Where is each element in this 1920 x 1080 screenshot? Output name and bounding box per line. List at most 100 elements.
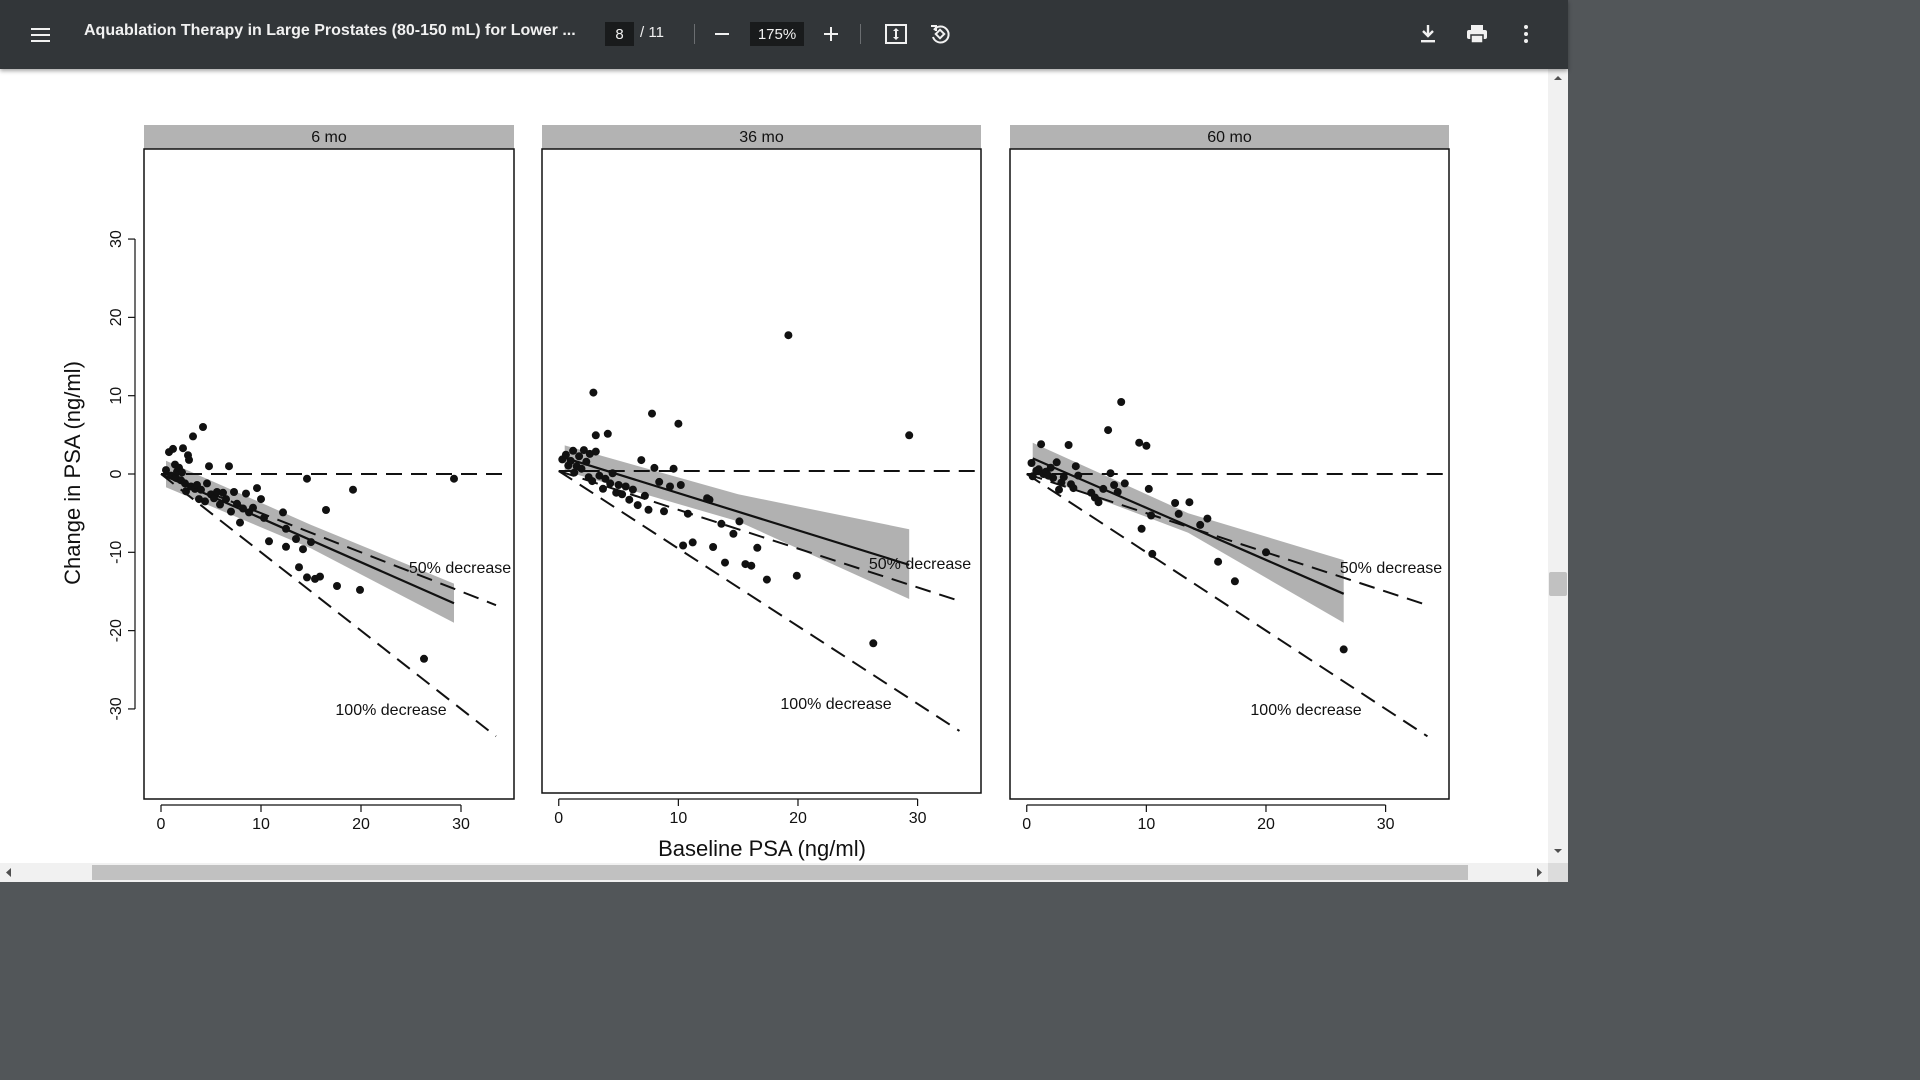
data-point	[303, 474, 311, 483]
data-point	[1120, 479, 1129, 488]
hundred-percent-line	[558, 470, 961, 732]
scroll-down-arrow[interactable]	[1548, 843, 1568, 859]
data-point	[1074, 471, 1083, 480]
panel-plot-area	[160, 423, 510, 738]
x-tick-label: 10	[669, 810, 687, 827]
data-point	[588, 477, 597, 486]
data-point	[721, 558, 729, 567]
data-point	[1174, 509, 1183, 518]
zoom-in-button[interactable]	[815, 18, 847, 50]
y-tick-label: 0	[108, 469, 125, 478]
data-point	[606, 479, 615, 488]
data-point	[1094, 498, 1103, 507]
data-point	[1230, 577, 1239, 586]
scroll-up-arrow[interactable]	[1548, 70, 1568, 86]
zoom-level-input[interactable]: 175%	[750, 22, 804, 46]
data-point	[257, 495, 265, 504]
data-point	[1148, 549, 1157, 558]
vertical-scrollbar-thumb[interactable]	[1549, 572, 1567, 596]
data-point	[1071, 462, 1080, 471]
annotation-label: 50% decrease	[1340, 560, 1442, 577]
data-point	[322, 506, 330, 514]
more-options-button[interactable]	[1510, 18, 1542, 50]
data-point	[1135, 438, 1144, 447]
data-point	[210, 494, 218, 503]
data-point	[717, 519, 726, 528]
annotation-label: 100% decrease	[780, 696, 891, 713]
data-point	[222, 495, 230, 504]
data-point	[307, 538, 315, 547]
data-point	[1185, 498, 1194, 507]
data-point	[569, 446, 578, 455]
print-button[interactable]	[1461, 18, 1493, 50]
data-point	[585, 449, 594, 458]
data-point	[216, 500, 224, 509]
data-point	[660, 507, 668, 516]
x-tick-label: 20	[1257, 816, 1275, 833]
fifty-percent-line	[1026, 473, 1428, 607]
data-point	[1104, 426, 1113, 435]
data-point	[595, 471, 604, 480]
y-tick-label: -30	[108, 697, 125, 720]
data-point	[1147, 511, 1156, 520]
scroll-right-arrow[interactable]	[1530, 863, 1548, 882]
data-point	[169, 444, 177, 453]
data-point	[185, 455, 193, 464]
scrollbar-corner	[1548, 863, 1568, 882]
data-point	[219, 488, 227, 497]
data-point	[589, 388, 598, 397]
panel-strip	[542, 125, 981, 149]
data-point	[1069, 484, 1078, 493]
data-point	[591, 431, 600, 440]
scroll-left-arrow[interactable]	[0, 863, 18, 882]
data-point	[179, 444, 187, 453]
x-tick-label: 20	[352, 816, 370, 833]
data-point	[349, 485, 357, 494]
zoom-out-button[interactable]	[706, 18, 738, 50]
hundred-percent-line	[160, 473, 497, 738]
horizontal-scrollbar-thumb[interactable]	[92, 865, 1468, 880]
annotation-label: 50% decrease	[869, 556, 971, 573]
y-tick-label: 30	[108, 230, 125, 248]
data-point	[239, 504, 247, 513]
data-point	[195, 495, 203, 504]
data-point	[603, 429, 612, 438]
data-point	[628, 485, 637, 494]
data-point	[599, 484, 607, 493]
data-point	[621, 482, 630, 491]
data-point	[784, 331, 793, 340]
data-point	[674, 419, 683, 428]
data-point	[644, 505, 653, 514]
data-point	[181, 479, 189, 488]
page-number-input[interactable]: 8	[605, 22, 634, 46]
fifty-percent-line	[558, 470, 960, 602]
data-point	[1196, 520, 1205, 529]
data-point	[253, 484, 261, 493]
data-point	[650, 463, 659, 472]
data-point	[279, 508, 287, 517]
data-point	[1037, 440, 1046, 449]
rotate-button[interactable]	[924, 18, 956, 50]
data-point	[450, 474, 458, 483]
toolbar-divider	[860, 24, 861, 44]
x-tick-label: 0	[1022, 816, 1031, 833]
data-point	[299, 545, 307, 554]
data-point	[648, 409, 656, 418]
download-button[interactable]	[1412, 18, 1444, 50]
data-point	[265, 537, 273, 546]
data-point	[1117, 398, 1126, 406]
data-point	[735, 517, 744, 526]
annotation-label: 100% decrease	[335, 702, 446, 719]
vertical-scrollbar[interactable]	[1548, 69, 1568, 863]
data-point	[688, 538, 697, 547]
pdf-page: 6 mo 50% decrease 100% decrease 0 10 20 30 -30 -…	[0, 69, 1548, 863]
fit-page-icon	[885, 24, 907, 44]
data-point	[213, 488, 221, 496]
data-point	[869, 639, 878, 648]
menu-button[interactable]	[22, 16, 60, 54]
panel-frame	[143, 148, 515, 800]
data-point	[633, 501, 642, 510]
y-tick-label: -20	[108, 619, 125, 642]
fit-to-page-button[interactable]	[880, 18, 912, 50]
data-point	[1113, 488, 1122, 496]
